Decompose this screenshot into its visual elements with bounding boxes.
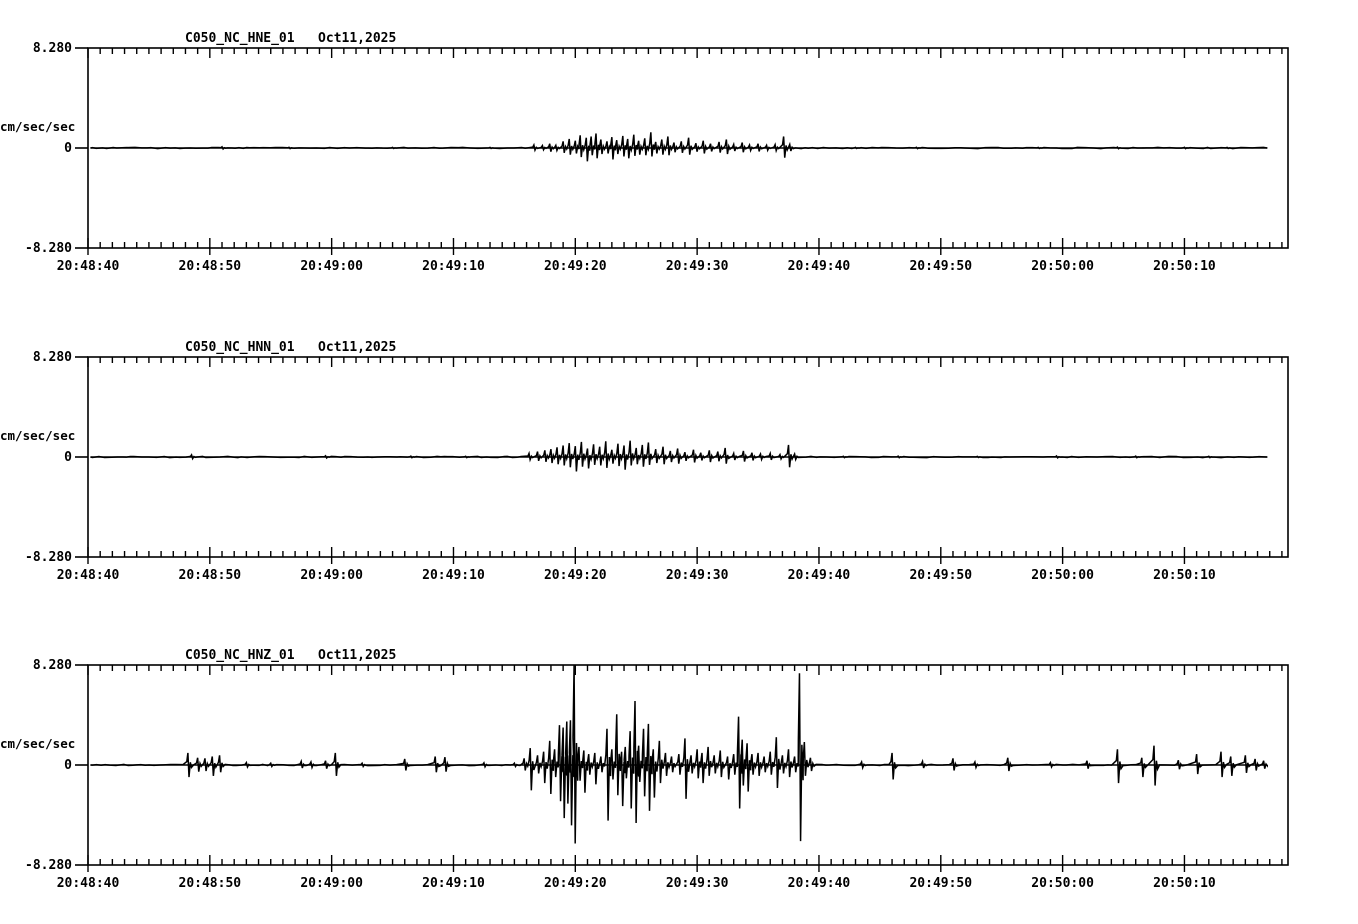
x-tick-label: 20:49:30	[665, 259, 729, 274]
x-tick-label: 20:48:40	[56, 876, 120, 891]
y-tick-max-hnz: 8.280	[32, 658, 72, 673]
y-tick-min-hnz: -8.280	[25, 858, 72, 873]
x-tick-label: 20:49:00	[300, 876, 363, 891]
seismogram-panel-hnn: C050_NC_HNN_01 Oct11,2025 cm/sec/sec 8.2…	[0, 309, 1358, 609]
x-tick-label: 20:50:10	[1153, 259, 1216, 274]
x-tick-label: 20:49:50	[909, 568, 973, 583]
x-tick-label: 20:50:10	[1153, 876, 1216, 891]
y-tick-min-hne: -8.280	[25, 241, 72, 256]
x-tick-label: 20:48:50	[178, 876, 242, 891]
x-tick-label: 20:50:00	[1031, 568, 1094, 583]
x-tick-label: 20:48:40	[56, 568, 120, 583]
x-tick-label: 20:49:10	[422, 876, 485, 891]
axis-ticks	[87, 665, 1283, 872]
y-axis-ticks	[75, 664, 88, 866]
x-tick-label: 20:49:40	[787, 568, 851, 583]
x-tick-label: 20:49:30	[665, 568, 729, 583]
seismogram-panel-hnz: C050_NC_HNZ_01 Oct11,2025 cm/sec/sec 8.2…	[0, 617, 1358, 924]
y-tick-min-hnn: -8.280	[25, 550, 72, 565]
x-tick-label: 20:50:00	[1031, 876, 1094, 891]
panel-title-hnn: C050_NC_HNN_01 Oct11,2025	[185, 340, 397, 355]
waveform-trace	[90, 664, 1269, 844]
seismogram-panel-hne: C050_NC_HNE_01 Oct11,2025 cm/sec/sec 8.2…	[0, 0, 1358, 300]
x-tick-label: 20:49:40	[787, 876, 851, 891]
x-tick-label: 20:49:30	[665, 876, 729, 891]
x-tick-label: 20:50:10	[1153, 568, 1216, 583]
y-axis-unit-label-hnn: cm/sec/sec	[0, 428, 76, 443]
y-tick-max-hnn: 8.280	[32, 350, 72, 365]
x-tick-label: 20:48:50	[178, 568, 242, 583]
x-tick-label: 20:49:20	[543, 876, 607, 891]
y-tick-max-hne: 8.280	[32, 41, 72, 56]
waveform-trace	[90, 440, 1268, 472]
y-axis-ticks	[75, 356, 88, 558]
x-tick-label: 20:49:00	[300, 259, 363, 274]
x-tick-label: 20:49:10	[422, 259, 485, 274]
x-tick-label: 20:48:40	[56, 259, 120, 274]
x-tick-label: 20:49:40	[787, 259, 851, 274]
x-tick-label: 20:49:20	[543, 259, 607, 274]
y-axis-unit-label-hnz: cm/sec/sec	[0, 736, 76, 751]
x-tick-label: 20:50:00	[1031, 259, 1094, 274]
y-tick-zero-hne: 0	[64, 141, 72, 156]
waveform-trace	[90, 132, 1268, 162]
x-tick-label: 20:49:50	[909, 259, 973, 274]
plot-area-hnn	[75, 356, 1289, 564]
panel-title-hne: C050_NC_HNE_01 Oct11,2025	[185, 31, 397, 46]
x-tick-label: 20:49:10	[422, 568, 485, 583]
y-tick-zero-hnn: 0	[64, 450, 72, 465]
plot-area-hne	[75, 47, 1289, 255]
x-tick-label: 20:48:50	[178, 259, 242, 274]
axis-ticks	[87, 48, 1283, 255]
y-axis-unit-label-hne: cm/sec/sec	[0, 119, 76, 134]
x-tick-label: 20:49:00	[300, 568, 363, 583]
x-tick-label: 20:49:20	[543, 568, 607, 583]
panel-title-hnz: C050_NC_HNZ_01 Oct11,2025	[185, 648, 397, 663]
y-tick-zero-hnz: 0	[64, 758, 72, 773]
y-axis-ticks	[75, 47, 88, 249]
x-tick-label: 20:49:50	[909, 876, 973, 891]
axis-ticks	[87, 357, 1283, 564]
plot-area-hnz	[75, 664, 1289, 872]
